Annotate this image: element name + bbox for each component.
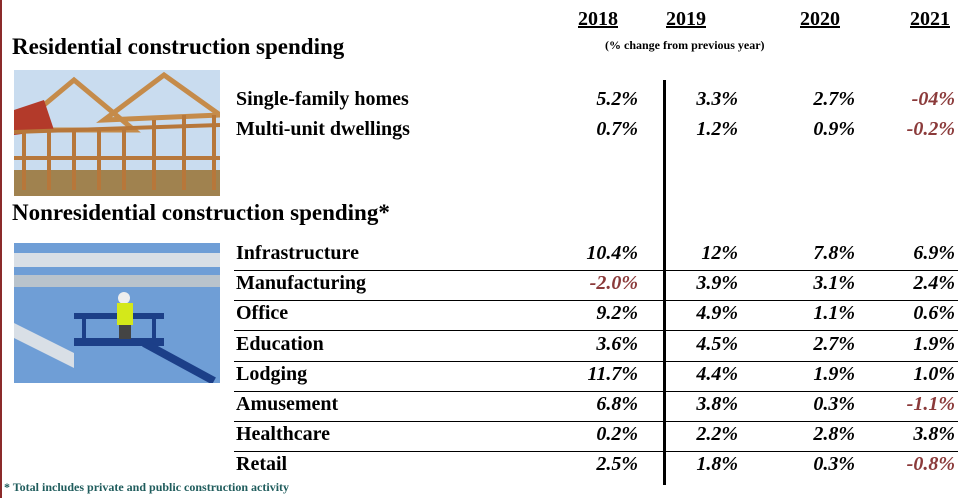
cell-value: 2.8% [813,423,855,446]
cell-value: 4.9% [696,302,738,325]
house-photo [14,70,220,196]
row-label: Retail [236,453,288,476]
cell-value: 1.9% [913,332,955,355]
cell-value: 4.4% [696,362,738,385]
subtitle: (% change from previous year) [605,38,765,52]
cell-value: 0.3% [813,453,855,476]
cell-value: 0.3% [813,393,855,415]
row-label: Single-family homes [236,88,409,110]
cell-value: 2.2% [696,423,738,446]
cell-value: 9.2% [596,302,638,325]
cell-value: 3.1% [813,272,855,295]
cell-value: 7.8% [813,242,855,264]
row-label: Manufacturing [236,272,366,295]
row-separator [234,451,958,453]
cell-value: -1.1% [906,393,955,415]
row-label: Amusement [236,393,339,415]
cell-value: 3.6% [596,332,638,355]
cell-value: -2.0% [589,272,638,295]
footnote: * Total includes private and public cons… [4,480,290,494]
cell-value: 1.9% [813,362,855,385]
row-separator [234,421,958,422]
row-label: Multi-unit dwellings [236,118,410,140]
section-title: Residential construction spending [12,34,345,59]
year-header: 2020 [800,8,840,30]
cell-value: 3.3% [696,88,738,110]
worker-photo [14,243,220,383]
year-header: 2018 [578,8,618,30]
section-title: Nonresidential construction spending* [12,200,390,225]
cell-value: 1.1% [813,302,855,325]
cell-value: 12% [701,242,738,264]
row-separator [234,270,958,271]
cell-value: 2.5% [596,453,638,476]
cell-value: 0.9% [813,118,855,140]
cell-value: -0.2% [906,118,955,140]
cell-value: 0.2% [596,423,638,446]
row-label: Lodging [236,362,308,385]
row-label: Infrastructure [236,242,359,264]
cell-value: 5.2% [596,88,638,110]
cell-value: 6.8% [596,393,638,415]
row-label: Healthcare [236,423,331,446]
row-separator [234,300,958,302]
row-separator [234,360,958,362]
row-separator [234,330,958,332]
cell-value: 2.7% [813,88,855,110]
cell-value: -04% [911,88,955,110]
cell-value: 3.9% [696,272,738,295]
cell-value: 2.7% [813,332,855,355]
row-label: Office [236,302,289,325]
cell-value: 3.8% [696,393,738,415]
cell-value: 6.9% [913,242,955,264]
year-header: 2019 [666,8,706,30]
cell-value: -0.8% [906,453,955,476]
cell-value: 4.5% [696,332,738,355]
year-header: 2021 [910,8,950,30]
cell-value: 2.4% [913,272,955,295]
row-label: Education [236,332,324,355]
cell-value: 3.8% [913,423,955,446]
cell-value: 0.6% [913,302,955,325]
cell-value: 1.2% [696,118,738,140]
cell-value: 1.0% [913,362,955,385]
cell-value: 11.7% [587,362,638,385]
divider [663,80,666,485]
cell-value: 10.4% [586,242,638,264]
row-separator [234,390,958,392]
cell-value: 0.7% [596,118,638,140]
cell-value: 1.8% [696,453,738,476]
